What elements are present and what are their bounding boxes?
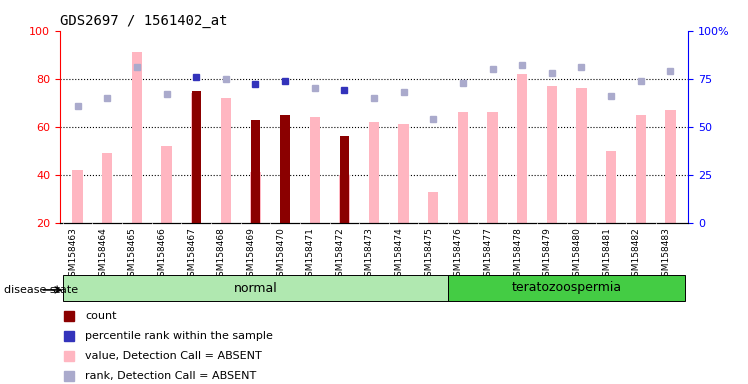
Text: GSM158463: GSM158463 [69, 227, 78, 282]
Text: rank, Detection Call = ABSENT: rank, Detection Call = ABSENT [85, 371, 257, 381]
Text: GSM158480: GSM158480 [572, 227, 581, 282]
Bar [339, 175, 349, 223]
Bar [547, 86, 557, 223]
Text: value, Detection Call = ABSENT: value, Detection Call = ABSENT [85, 351, 262, 361]
Text: GSM158471: GSM158471 [306, 227, 315, 282]
Text: GSM158476: GSM158476 [454, 227, 463, 282]
Text: GSM158474: GSM158474 [395, 227, 404, 281]
Text: GSM158481: GSM158481 [602, 227, 611, 282]
Bar [251, 172, 260, 223]
Text: GSM158465: GSM158465 [128, 227, 137, 282]
Bar [280, 115, 289, 223]
Text: GSM158478: GSM158478 [513, 227, 522, 282]
Text: GSM158468: GSM158468 [217, 227, 226, 282]
Text: disease state: disease state [4, 285, 78, 295]
Text: count: count [85, 311, 117, 321]
Bar [399, 124, 409, 223]
Text: normal: normal [233, 281, 278, 295]
Bar [340, 136, 349, 223]
Bar [428, 192, 438, 223]
Bar [280, 115, 290, 223]
Bar [606, 151, 616, 223]
Text: GSM158475: GSM158475 [424, 227, 433, 282]
Bar [102, 153, 112, 223]
Text: GSM158473: GSM158473 [365, 227, 374, 282]
Bar [191, 91, 201, 223]
Bar [310, 117, 320, 223]
Bar [517, 74, 527, 223]
Bar [132, 52, 142, 223]
Text: GSM158470: GSM158470 [276, 227, 285, 282]
Bar [63, 275, 448, 301]
Bar [162, 146, 172, 223]
Bar [73, 170, 83, 223]
Bar [636, 115, 646, 223]
Text: GSM158479: GSM158479 [543, 227, 552, 282]
Bar [251, 119, 260, 223]
Text: GSM158469: GSM158469 [246, 227, 256, 282]
Bar [369, 122, 379, 223]
Bar [576, 88, 586, 223]
Bar [191, 93, 201, 223]
Text: GSM158466: GSM158466 [158, 227, 167, 282]
Text: GSM158482: GSM158482 [632, 227, 641, 281]
Bar [458, 112, 468, 223]
Text: teratozoospermia: teratozoospermia [512, 281, 622, 295]
Bar [448, 275, 685, 301]
Text: percentile rank within the sample: percentile rank within the sample [85, 331, 273, 341]
Text: GDS2697 / 1561402_at: GDS2697 / 1561402_at [60, 14, 227, 28]
Bar [665, 110, 675, 223]
Text: GSM158477: GSM158477 [483, 227, 492, 282]
Text: GSM158464: GSM158464 [98, 227, 107, 281]
Text: GSM158472: GSM158472 [335, 227, 344, 281]
Bar [221, 98, 231, 223]
Text: GSM158483: GSM158483 [661, 227, 670, 282]
Text: GSM158467: GSM158467 [187, 227, 196, 282]
Bar [488, 112, 497, 223]
